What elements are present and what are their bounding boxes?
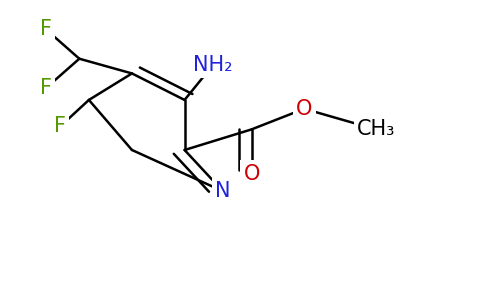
Text: F: F	[54, 116, 66, 136]
Text: NH₂: NH₂	[194, 55, 233, 75]
Text: O: O	[243, 164, 260, 184]
Text: N: N	[215, 181, 230, 201]
Text: F: F	[40, 78, 52, 98]
Text: O: O	[296, 99, 312, 119]
Text: CH₃: CH₃	[357, 119, 395, 140]
Text: F: F	[40, 19, 52, 39]
